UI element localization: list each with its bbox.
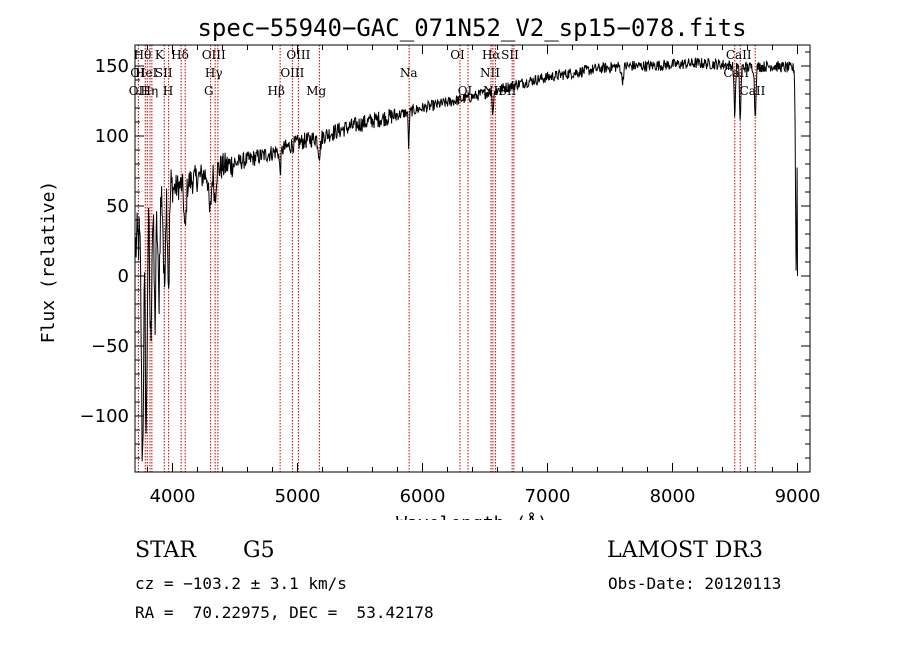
obs-date: Obs-Date: 20120113 [608,574,782,593]
line-label: Hα [482,48,501,62]
survey-name: LAMOST DR3 [607,538,763,563]
chart-title: spec−55940−GAC_071N52_V2_sp15−078.fits [197,14,746,42]
line-label: Na [400,66,418,80]
line-label: CaII [726,48,752,62]
line-label: Hγ [205,66,223,80]
x-axis: 4000 5000 6000 7000 8000 9000 [147,45,821,507]
line-label: Hδ [171,48,189,62]
y-axis: −100 −50 0 50 100 150 [80,51,810,459]
line-label: CaII [740,84,766,98]
line-label: OIII [202,48,226,62]
line-label: Hθ [134,48,152,62]
line-label: Hβ [268,84,285,98]
line-label: OI [450,48,465,62]
line-marker-group [137,45,756,472]
line-label: K [155,48,165,62]
x-tick-label: 7000 [525,486,571,507]
spectrum-series [135,57,798,462]
line-label: Mg [306,84,326,98]
line-label: G [204,84,214,98]
line-label: OI [130,66,145,80]
line-label: Hη [141,84,159,98]
y-tick-label: −50 [91,336,129,357]
y-tick-label: 150 [95,56,129,77]
y-tick-label: 0 [118,266,129,287]
x-tick-label: 4000 [150,486,196,507]
y-tick-label: 100 [95,126,129,147]
coordinates: RA = 70.22975, DEC = 53.42178 [135,603,434,622]
redshift-readout: cz = −103.2 ± 3.1 km/s [135,574,347,593]
line-label: SII [155,66,173,80]
line-label: OIII [280,66,304,80]
x-tick-label: 6000 [400,486,446,507]
y-tick-label: 50 [106,196,129,217]
x-tick-label: 8000 [650,486,696,507]
object-class: STAR [135,538,196,563]
line-label: H [163,84,173,98]
spectrum-chart: spec−55940−GAC_071N52_V2_sp15−078.fits O… [38,14,821,520]
line-label: OII [129,84,149,98]
object-subclass: G5 [243,538,275,563]
line-label: HeI [135,66,158,80]
y-tick-label: −100 [80,406,129,427]
x-axis-label: Wavelength (Å) [396,512,548,520]
plot-frame [134,44,811,473]
y-axis-label: Flux (relative) [38,181,59,344]
line-label: NII [480,66,500,80]
line-label: OIII [286,48,310,62]
x-tick-label: 9000 [775,486,821,507]
x-tick-label: 5000 [275,486,321,507]
line-label: SII [501,48,519,62]
